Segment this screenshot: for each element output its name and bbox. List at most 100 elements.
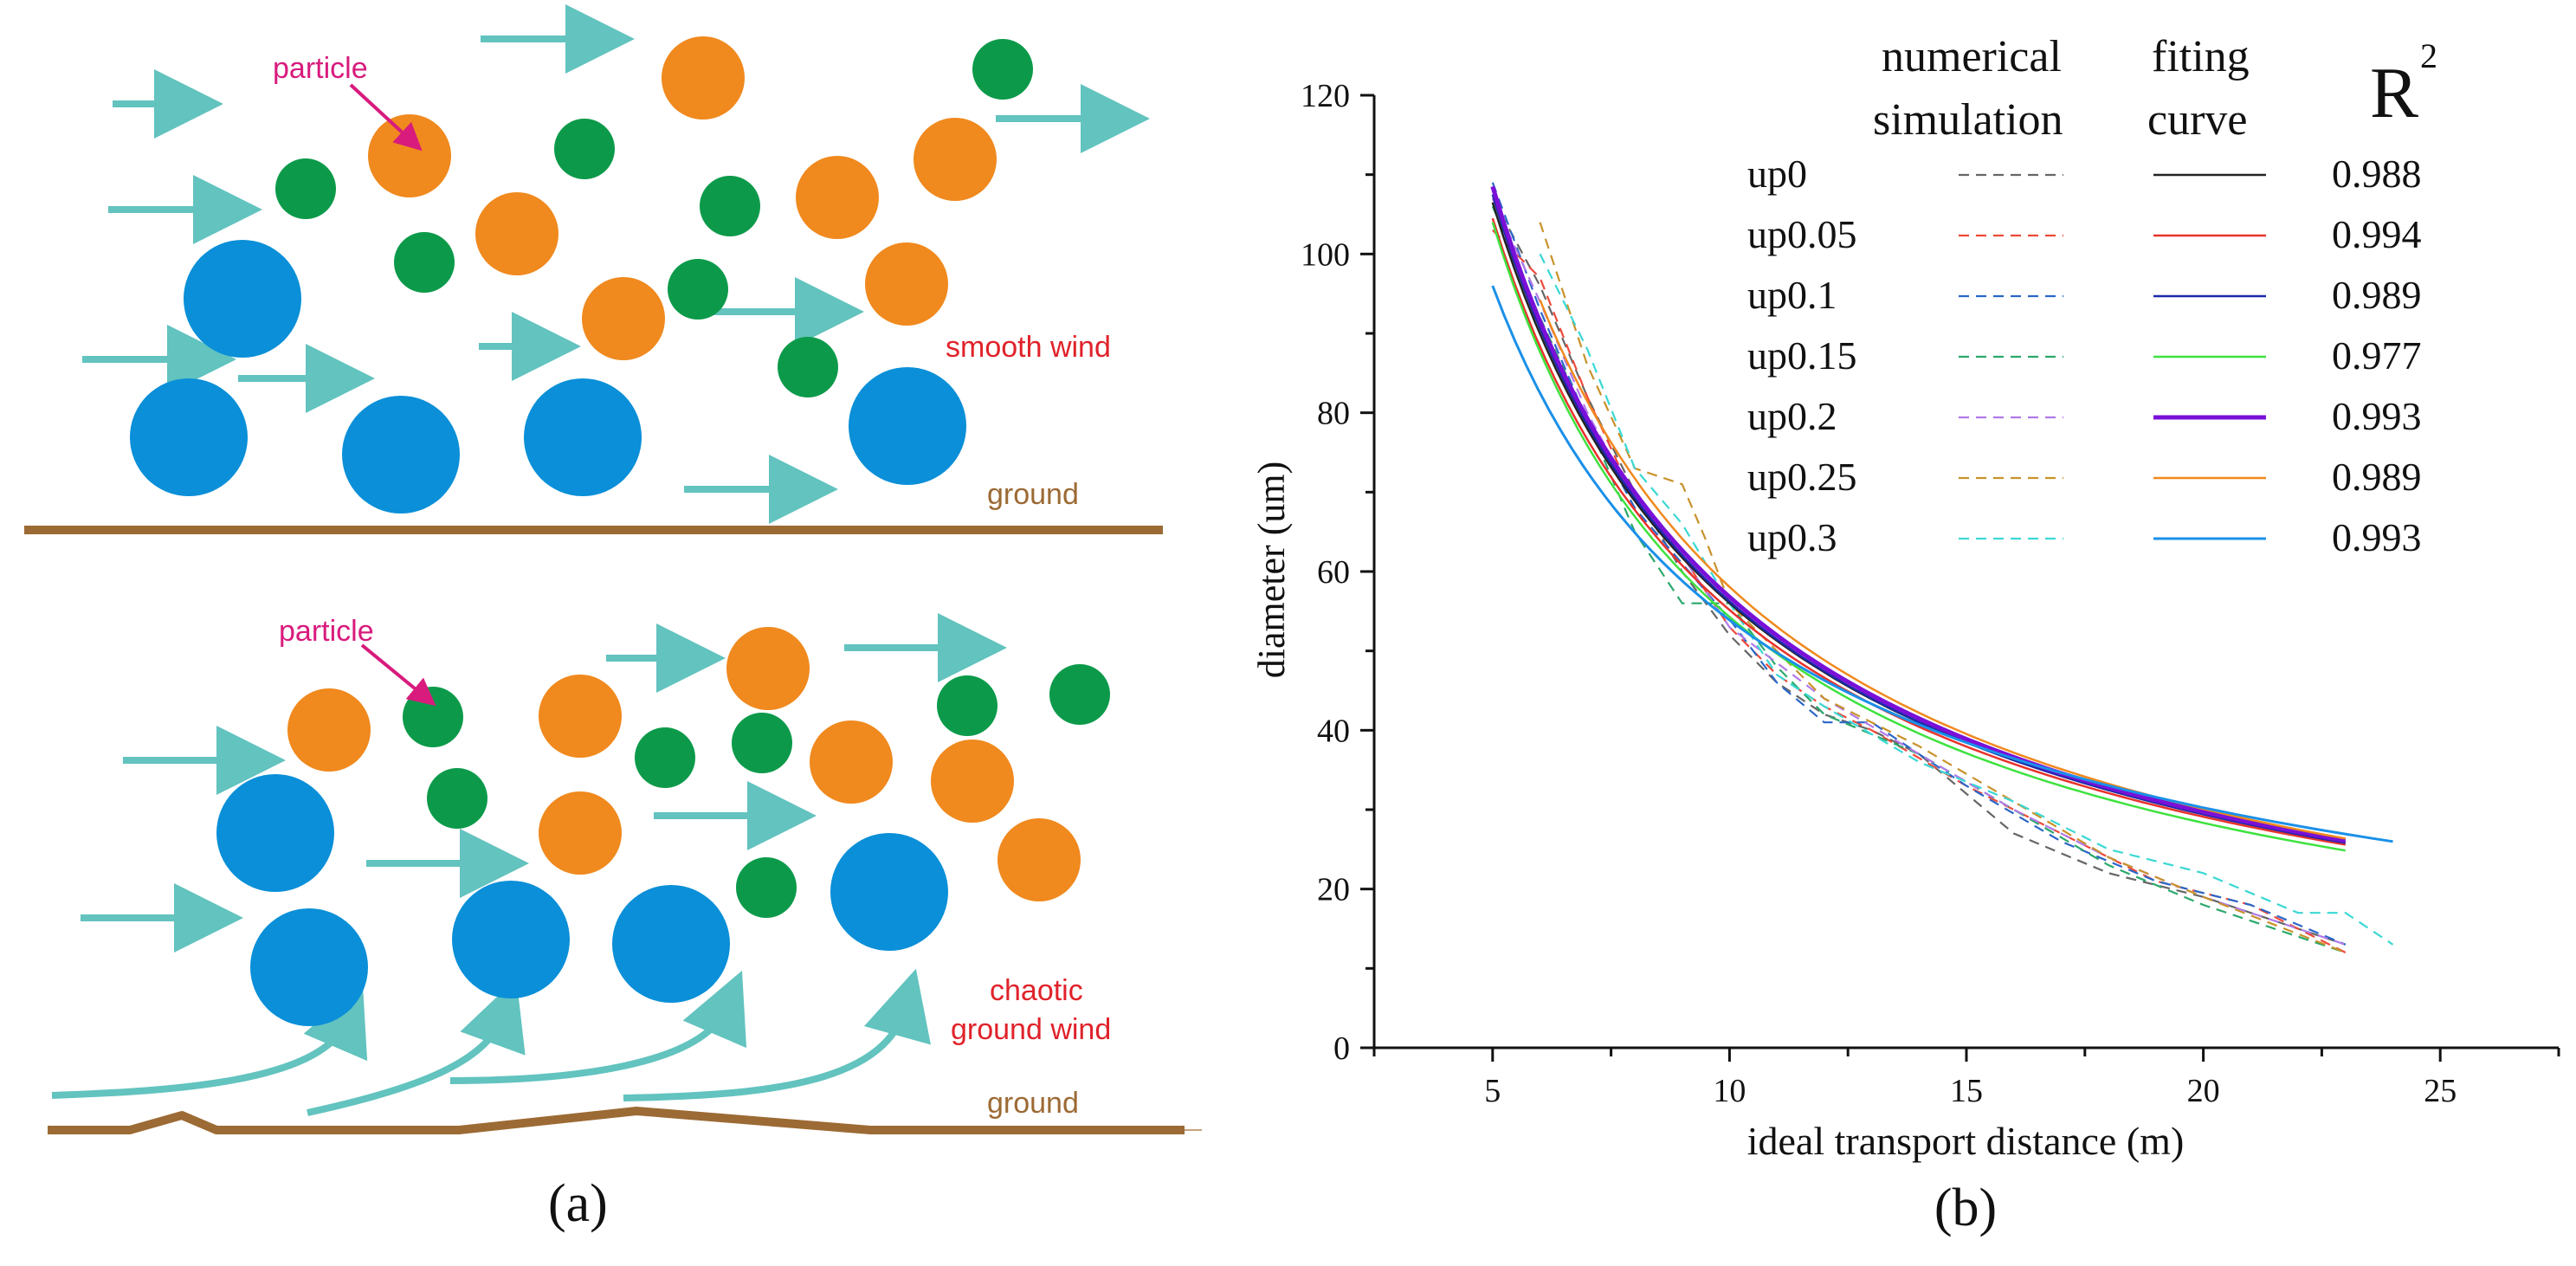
fitting-curve-up0.25 [1539,299,2347,840]
x-tick-label: 5 [1484,1073,1501,1109]
fitting-curve-up0.1 [1491,194,2347,844]
large-particle [216,774,334,892]
bottom-particle-label: particle [279,615,374,648]
small-particle [778,337,838,397]
medium-particle [287,688,371,772]
small-particle [554,119,615,179]
x-tick-label: 25 [2424,1073,2457,1109]
medium-particle [914,118,997,201]
medium-particle [662,36,745,119]
small-particle [427,768,487,829]
fitting-curves [1490,185,2393,852]
panel-a-caption: (a) [548,1174,608,1233]
simulation-line-up0 [1491,197,2347,946]
y-tick-label: 120 [1301,78,1350,114]
bottom-wind-arrows [81,613,1007,953]
legend-label-up0.3: up0.3 [1747,515,1837,559]
small-particle [635,727,695,788]
medium-particle [539,791,622,875]
simulation-line-up0.15 [1491,205,2347,954]
simulation-line-up0.1 [1491,182,2347,946]
simulation-line-up0.3 [1539,253,2394,946]
fitting-curve-up0.2 [1490,185,2347,843]
small-particle [394,232,455,293]
tick-labels: 5 10 15 20 25 0 20 40 60 80 100 120 [1301,78,2457,1109]
small-particle [1049,664,1110,725]
legend-label-up0: up0 [1747,152,1807,196]
medium-particle [796,156,879,239]
x-tick-label: 10 [1713,1073,1746,1109]
legend: numerical simulation fiting curve R 2 up… [1747,32,2437,559]
fitting-curve-up0.05 [1491,217,2347,846]
medium-particle [475,192,558,275]
small-particle [736,857,797,918]
y-tick-label: 20 [1317,872,1350,908]
chaotic-wind-label-line2: ground wind [951,1013,1111,1046]
legend-r2-up0: 0.988 [2332,152,2422,196]
legend-header-fitting-1: fiting [2152,32,2250,81]
legend-rows: up0 0.988 up0.05 0.994 up0.1 0.989 up0.15 0.977… [1747,152,2422,559]
legend-r2-up0.2: 0.993 [2332,394,2422,438]
y-tick-label: 60 [1317,554,1350,591]
legend-label-up0.2: up0.2 [1747,394,1837,438]
smooth-wind-label: smooth wind [946,331,1111,364]
medium-particle [726,627,810,710]
x-tick-label: 20 [2187,1073,2220,1109]
legend-r2-up0.05: 0.994 [2332,212,2422,256]
large-particle [184,240,301,358]
legend-label-up0.1: up0.1 [1747,273,1837,317]
medium-particle [865,242,948,326]
legend-header-r2-superscript: 2 [2420,36,2437,75]
particle-pointer-arrow [349,83,423,152]
simulation-line-up0.05 [1492,229,2347,953]
curved-wind-arrow [307,978,526,1116]
panel-a-diagram: particle smooth wind ground [24,4,1202,1233]
bottom-scene: particle chaotic ground wind ground [48,613,1202,1134]
large-particle [612,885,730,1003]
bottom-particles [216,627,1110,1026]
large-particle [524,378,642,496]
medium-particle [810,720,893,804]
top-scene: particle smooth wind ground [24,4,1163,534]
legend-label-up0.25: up0.25 [1747,455,1857,499]
x-tick-label: 15 [1950,1073,1983,1109]
small-particle [972,39,1033,100]
particle-pointer-arrow [360,643,436,707]
large-particle [250,908,368,1026]
top-particle-label: particle [273,52,368,85]
curved-wind-arrow [623,968,931,1101]
large-particle [452,881,570,998]
legend-r2-up0.3: 0.993 [2332,515,2422,559]
legend-header-r2: R [2370,53,2418,133]
legend-r2-up0.1: 0.989 [2332,273,2422,317]
plot-axes [1360,94,2560,1062]
simulation-line-up0.25 [1539,222,2347,954]
large-particle [830,833,948,951]
legend-header-numerical-2: simulation [1873,95,2063,145]
small-particle [700,176,760,236]
small-particle [668,259,728,320]
panel-b-caption: (b) [1934,1179,1997,1237]
y-tick-label: 0 [1333,1030,1350,1067]
medium-particle [368,114,451,197]
x-axis-label: ideal transport distance (m) [1747,1119,2185,1163]
panel-b-chart: 5 10 15 20 25 0 20 40 60 80 100 120 diameter (um) i… [1250,32,2560,1237]
y-tick-label: 100 [1301,236,1350,273]
top-particles [130,36,1033,514]
medium-particle [539,675,622,758]
medium-particle [997,818,1081,901]
chaotic-wind-label-line1: chaotic [990,974,1083,1007]
simulation-lines [1491,182,2394,954]
y-tick-label: 80 [1317,396,1350,432]
medium-particle [931,740,1014,823]
small-particle [937,675,997,736]
y-axis-label: diameter (um) [1250,462,1293,678]
chaotic-wind-arrows [51,968,931,1116]
small-particle [275,158,336,219]
large-particle [130,378,248,496]
legend-r2-up0.15: 0.977 [2332,333,2422,378]
top-wind-arrows [82,4,1150,524]
bottom-ground-label: ground [987,1087,1079,1120]
legend-label-up0.05: up0.05 [1747,212,1857,256]
